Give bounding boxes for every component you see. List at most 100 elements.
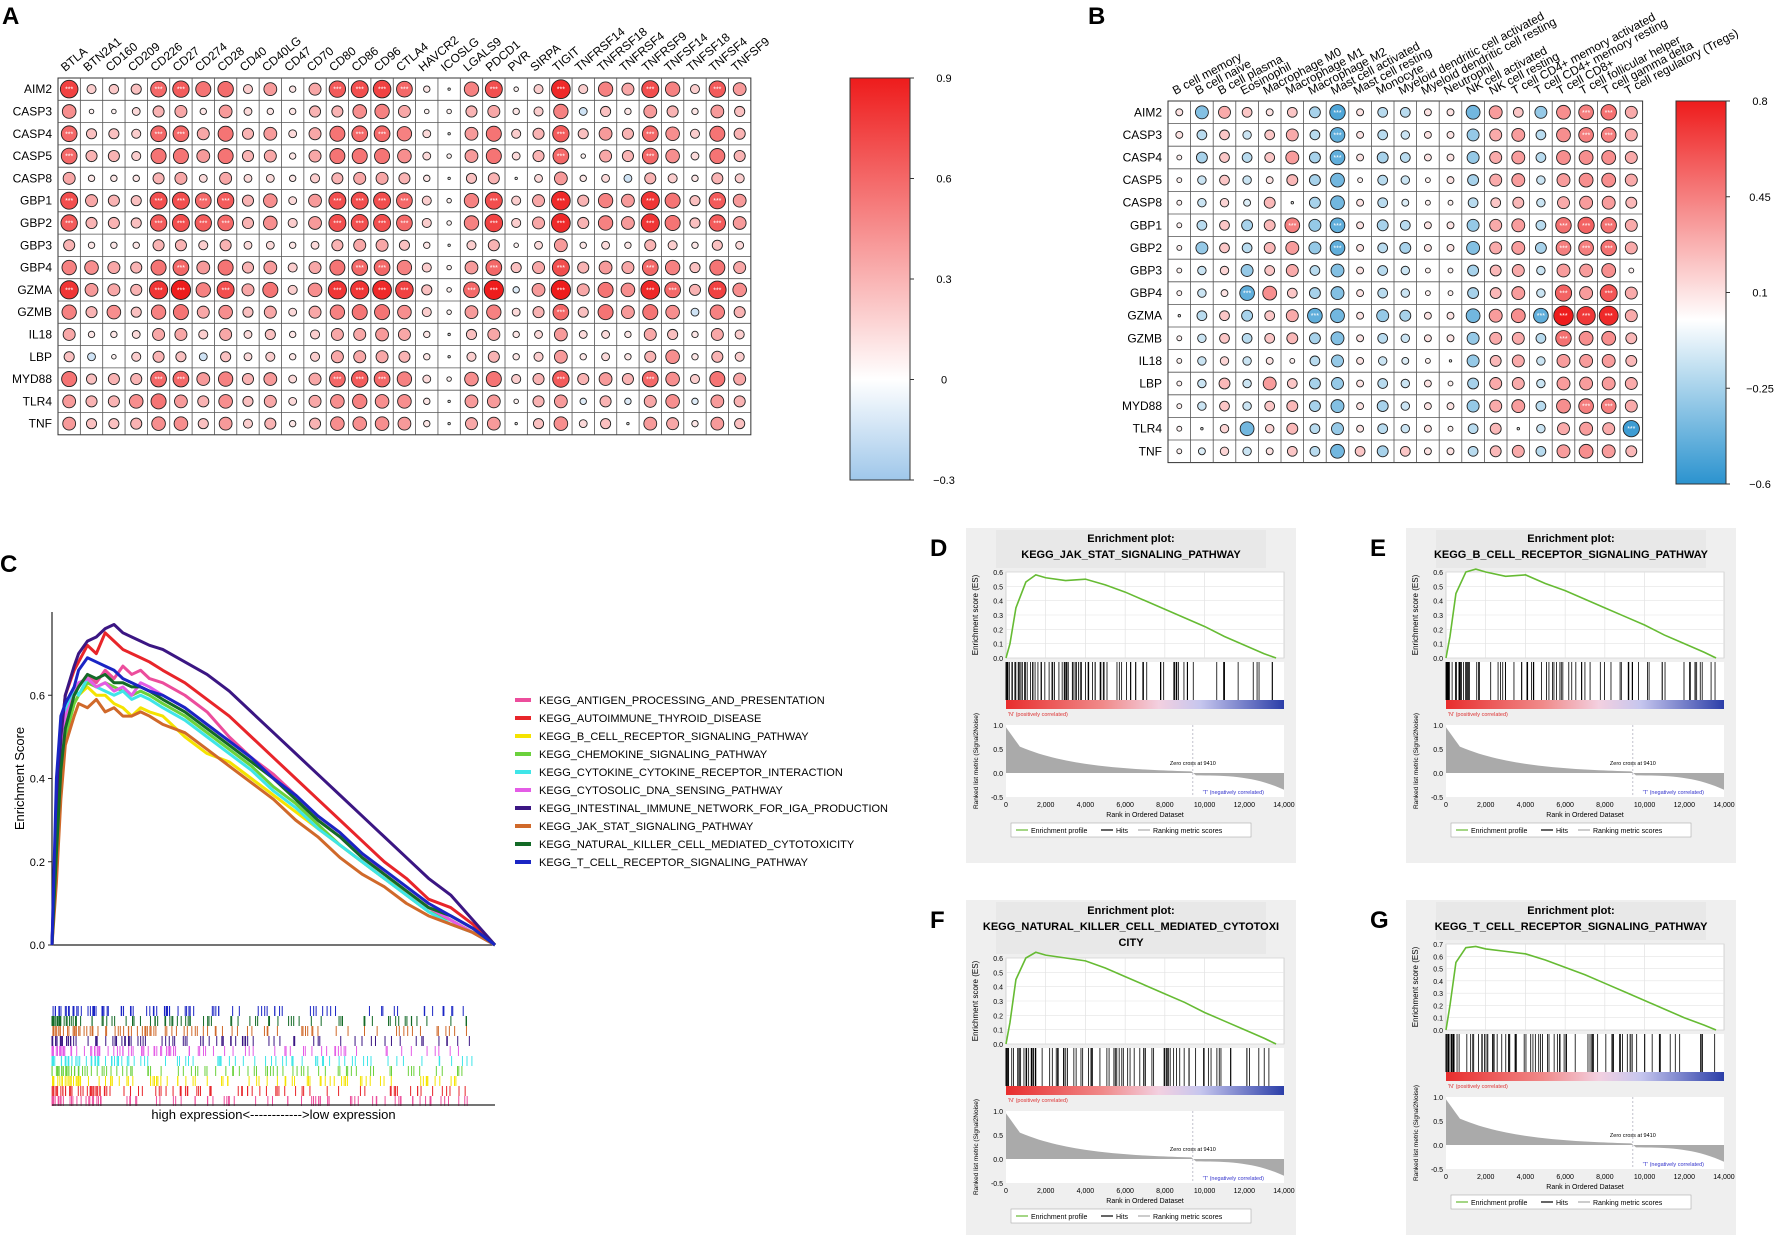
correlation-circle (1511, 444, 1525, 458)
row-label: MYD88 (12, 372, 52, 386)
enrichment-profile-line (1005, 573, 1277, 659)
correlation-circle (174, 104, 188, 118)
correlation-circle (1446, 108, 1455, 117)
correlation-circle (689, 262, 701, 274)
correlation-circle (106, 304, 122, 320)
correlation-circle (1489, 173, 1503, 187)
correlation-circle (1579, 353, 1594, 368)
correlation-circle (1356, 334, 1365, 343)
correlation-circle (309, 417, 322, 430)
correlation-circle (1536, 198, 1546, 208)
row-label: GBP2 (1130, 241, 1162, 255)
significance-stars: *** (378, 131, 386, 138)
correlation-circle (130, 306, 142, 318)
x-tick-label: 4,000 (1077, 1188, 1095, 1195)
correlation-circle (733, 127, 746, 140)
correlation-circle (1579, 421, 1594, 436)
correlation-circle (1286, 400, 1299, 413)
x-tick-label: 14,000 (1713, 802, 1735, 809)
correlation-circle (287, 262, 298, 273)
correlation-circle (1447, 425, 1454, 432)
significance-stars: *** (333, 198, 341, 205)
correlation-circle (1489, 445, 1502, 458)
legend-label: Ranking metric scores (1153, 828, 1223, 835)
significance-stars: *** (400, 220, 408, 227)
colorbar (1675, 100, 1727, 485)
correlation-circle (664, 81, 681, 97)
correlation-circle (152, 327, 166, 341)
x-tick-label: 4,000 (1077, 802, 1095, 809)
correlation-circle (243, 352, 253, 362)
correlation-circle (1447, 267, 1454, 274)
title-box (1436, 902, 1706, 940)
correlation-circle (533, 351, 544, 362)
legend-label: KEGG_AUTOIMMUNE_THYROID_DISEASE (539, 713, 761, 725)
metric-axis-label: Ranked list metric (Signal2Noise) (1413, 713, 1420, 809)
correlation-circle (130, 217, 142, 229)
correlation-circle (288, 396, 298, 406)
row-label: CASP4 (1123, 151, 1163, 165)
legend-swatch (515, 788, 531, 792)
correlation-circle (511, 151, 521, 161)
correlation-circle (1511, 173, 1526, 188)
correlation-circle (1286, 287, 1298, 299)
correlation-circle (1330, 331, 1345, 346)
metric-tick-label: -0.5 (1431, 795, 1443, 802)
panel-c-running-es: 0.0 0.2 0.4 0.6 Enrichment Score KEGG_ANTIGEN… (12, 612, 888, 1122)
y-tick-label: 0.6 (1433, 570, 1443, 577)
x-tick-label: 10,000 (1194, 802, 1216, 809)
correlation-circle (1536, 356, 1546, 366)
significance-stars: *** (1311, 313, 1319, 320)
correlation-circle (375, 350, 389, 364)
y-tick-label: 0.5 (1433, 584, 1443, 591)
correlation-circle (1400, 378, 1410, 389)
correlation-circle (447, 332, 451, 337)
correlation-circle (375, 171, 389, 185)
correlation-circle (621, 193, 635, 208)
correlation-circle (621, 261, 635, 275)
correlation-circle (422, 151, 432, 161)
correlation-circle (351, 125, 369, 143)
correlation-circle (710, 104, 725, 119)
correlation-circle (464, 371, 479, 387)
correlation-circle (447, 176, 451, 181)
legend-label: KEGG_INTESTINAL_IMMUNE_NETWORK_FOR_IGA_P… (539, 803, 888, 815)
correlation-circle (198, 240, 209, 251)
correlation-circle (1489, 377, 1503, 390)
significance-stars: *** (1605, 313, 1613, 320)
x-tick-label: 14,000 (1273, 1188, 1295, 1195)
correlation-circle (579, 174, 587, 183)
correlation-circle (485, 148, 502, 165)
correlation-circle (1535, 129, 1547, 141)
gsea-plot-d: Enrichment plot: KEGG_JAK_STAT_SIGNALING_… (966, 528, 1296, 863)
correlation-circle (327, 280, 347, 300)
ranking-color-bar (1446, 1072, 1724, 1081)
x-tick-label: 6,000 (1556, 802, 1574, 809)
correlation-circle (1176, 380, 1183, 387)
correlation-circle (1376, 445, 1389, 458)
correlation-circle (375, 327, 389, 342)
correlation-circle (1622, 420, 1640, 438)
correlation-circle (1265, 447, 1274, 456)
correlation-circle (446, 287, 452, 293)
correlation-circle (1308, 400, 1321, 413)
row-label: CASP5 (13, 149, 53, 163)
plot-subtitle: KEGG_T_CELL_RECEPTOR_SIGNALING_PATHWAY (1435, 921, 1708, 933)
x-tick-label: 0 (1444, 802, 1448, 809)
correlation-circle (1467, 445, 1479, 457)
correlation-circle (1447, 199, 1454, 206)
correlation-circle (1197, 198, 1207, 208)
correlation-circle (350, 80, 369, 99)
correlation-circle (1286, 106, 1298, 118)
correlation-circle (1264, 400, 1276, 412)
correlation-circle (217, 214, 234, 232)
correlation-circle (61, 304, 77, 320)
legend-swatch (515, 770, 531, 774)
correlation-circle (108, 128, 120, 140)
row-label: IL18 (1139, 354, 1163, 368)
correlation-circle (709, 259, 726, 276)
correlation-circle (1176, 448, 1183, 455)
x-tick-label: 0 (1444, 1174, 1448, 1181)
correlation-circle (1466, 128, 1480, 142)
correlation-circle (1578, 150, 1594, 165)
